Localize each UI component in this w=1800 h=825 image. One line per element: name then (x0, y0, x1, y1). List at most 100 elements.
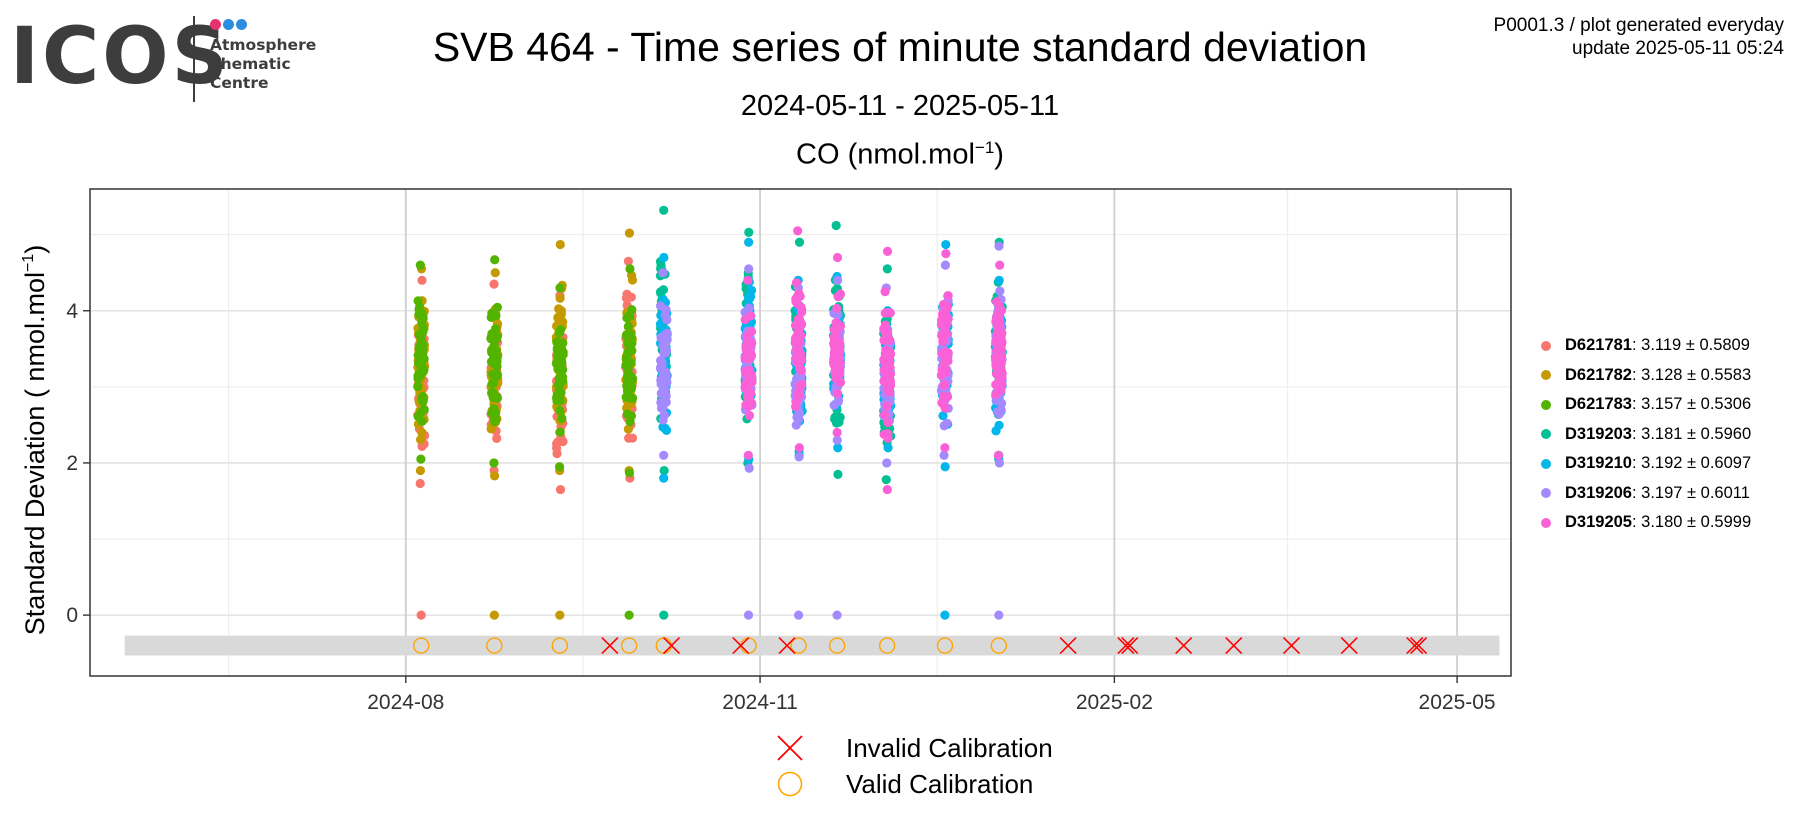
data-point (835, 377, 846, 387)
data-point (832, 252, 843, 263)
data-point (992, 297, 1002, 307)
data-point (993, 450, 1004, 460)
data-point (744, 237, 754, 247)
data-point (940, 443, 950, 453)
invalid-calibration-marker (1340, 637, 1358, 655)
legend-item: D621782: 3.128 ± 0.5583 (1541, 361, 1751, 391)
data-point (830, 345, 841, 355)
logo-subtitle-line: Centre (210, 74, 269, 92)
data-point (415, 434, 426, 445)
data-point (557, 413, 567, 424)
data-point (793, 373, 804, 383)
y-tick-label: 4 (66, 300, 78, 323)
data-point (883, 418, 893, 428)
data-point (994, 409, 1004, 419)
data-point (744, 264, 754, 274)
x-tick-label: 2025-02 (1076, 691, 1153, 714)
valid-calibration-marker (790, 637, 807, 654)
data-point (996, 356, 1006, 366)
invalid-calibration-marker (662, 637, 681, 655)
orange-circle-icon (777, 771, 803, 797)
data-point (941, 347, 951, 357)
zero-point (994, 610, 1004, 620)
data-point (939, 450, 949, 460)
data-point (490, 268, 500, 278)
data-point (555, 283, 565, 293)
data-point (746, 397, 756, 407)
red-cross-icon (777, 735, 803, 761)
invalid-calibration-marker (1282, 637, 1301, 655)
data-point (995, 260, 1005, 270)
data-point (558, 376, 568, 386)
x-tick-label: 2024-08 (367, 691, 444, 714)
data-point (492, 302, 503, 312)
valid-calibration-marker (551, 637, 569, 654)
legend-item: D621783: 3.157 ± 0.5306 (1541, 390, 1751, 420)
data-point (994, 241, 1004, 251)
data-point (659, 473, 669, 483)
legend-item: D319203: 3.181 ± 0.5960 (1541, 420, 1751, 450)
data-point (992, 329, 1002, 339)
data-point (940, 403, 950, 413)
data-point (939, 317, 949, 327)
data-point (557, 348, 567, 358)
data-point (491, 334, 502, 344)
data-point (883, 386, 893, 396)
legend-item: D319210: 3.192 ± 0.6097 (1541, 449, 1751, 479)
data-point (938, 336, 948, 346)
legend-invalid-calibration: Invalid Calibration (770, 730, 1053, 766)
legend-swatch (1541, 458, 1551, 469)
valid-calibration-marker (936, 637, 954, 654)
data-point (995, 286, 1005, 296)
data-point (659, 348, 669, 358)
invalid-calibration-marker (1175, 637, 1193, 655)
chart-subtitle: 2024-05-11 - 2025-05-11 (740, 90, 1060, 122)
data-point (623, 424, 633, 434)
legend-series-stats: : 3.157 ± 0.5306 (1631, 395, 1752, 414)
x-axis: 2024-08 2024-11 2025-02 2025-05 (367, 676, 1496, 714)
data-point (790, 401, 801, 412)
data-point (881, 429, 892, 439)
data-point (994, 370, 1004, 380)
data-point (489, 279, 499, 289)
data-point (832, 435, 842, 445)
species-text: CO (nmol.mol (796, 138, 975, 171)
legend-swatch (1541, 488, 1551, 499)
species-exponent: −1 (974, 138, 995, 157)
data-point (622, 313, 632, 323)
data-point (938, 411, 948, 421)
data-point (740, 314, 750, 325)
data-point (655, 301, 666, 311)
legend-item: D621781: 3.119 ± 0.5809 (1541, 331, 1751, 361)
legend-series-stats: : 3.192 ± 0.6097 (1631, 454, 1752, 473)
data-point (879, 410, 890, 420)
data-point (490, 255, 500, 265)
data-point (940, 260, 951, 270)
data-point (661, 391, 671, 401)
data-point (996, 340, 1007, 350)
data-point (746, 291, 756, 302)
logo-dot (236, 19, 247, 30)
data-point (744, 227, 754, 237)
data-point (624, 228, 635, 238)
invalid-calibration-marker (1410, 637, 1428, 655)
zero-point (940, 610, 950, 620)
data-point (625, 377, 635, 387)
data-point (555, 405, 565, 416)
data-point (746, 352, 756, 362)
data-point (882, 246, 893, 256)
legend-series-name: D621781 (1565, 336, 1632, 355)
invalid-calibration-marker (601, 637, 619, 655)
meta-update: update 2025-05-11 05:24 (1572, 38, 1784, 59)
zero-point (659, 610, 669, 620)
data-point (880, 359, 890, 369)
data-point (413, 381, 423, 392)
legend-swatch (1541, 340, 1551, 351)
data-point (880, 349, 890, 359)
legend-series-name: D621783 (1565, 395, 1632, 414)
data-point (942, 304, 952, 314)
data-point (415, 260, 425, 270)
data-point (793, 388, 803, 399)
data-point (832, 427, 842, 438)
data-point (657, 359, 667, 369)
